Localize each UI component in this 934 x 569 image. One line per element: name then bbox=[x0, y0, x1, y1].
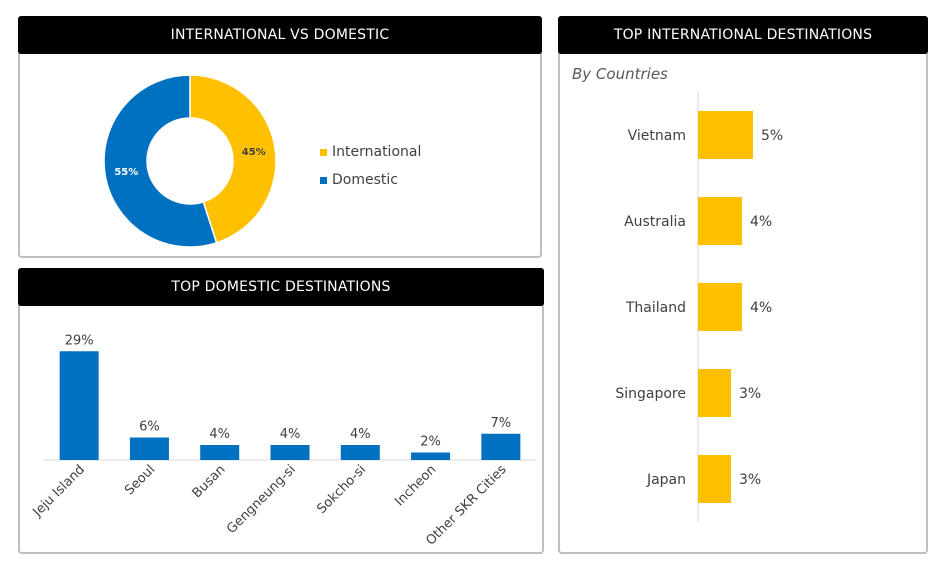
international-category-label: Vietnam bbox=[628, 128, 686, 144]
legend-swatch-international bbox=[320, 148, 327, 156]
legend-label-domestic: Domestic bbox=[332, 172, 398, 188]
domestic-data-label: 4% bbox=[280, 427, 301, 442]
domestic-category-label: Sokcho-si bbox=[314, 462, 369, 517]
domestic-data-label: 7% bbox=[491, 416, 512, 431]
international-category-label: Australia bbox=[624, 214, 686, 230]
top-international-destinations-panel: TOP INTERNATIONAL DESTINATIONS By Countr… bbox=[558, 16, 928, 554]
domestic-bar bbox=[59, 351, 99, 460]
domestic-bar bbox=[340, 445, 380, 460]
international-bar bbox=[698, 111, 753, 159]
domestic-category-label: Seoul bbox=[122, 462, 158, 498]
international-panel-title: TOP INTERNATIONAL DESTINATIONS bbox=[558, 16, 928, 54]
donut-chart: 45% 55% bbox=[103, 74, 277, 248]
legend-swatch-domestic bbox=[320, 176, 327, 184]
domestic-data-label: 6% bbox=[139, 420, 160, 435]
donut-slice-international bbox=[189, 74, 277, 244]
legend-item-domestic: Domestic bbox=[320, 166, 421, 194]
donut-data-label-domestic: 55% bbox=[114, 167, 138, 178]
domestic-data-label: 2% bbox=[420, 435, 441, 450]
international-category-label: Singapore bbox=[615, 386, 686, 402]
domestic-panel-title: TOP DOMESTIC DESTINATIONS bbox=[18, 268, 544, 306]
donut-panel-title: INTERNATIONAL VS DOMESTIC bbox=[18, 16, 542, 54]
domestic-data-label: 4% bbox=[209, 427, 230, 442]
international-bar bbox=[698, 455, 731, 503]
top-domestic-destinations-panel: TOP DOMESTIC DESTINATIONS 29% Jeju Island… bbox=[18, 268, 544, 554]
international-data-label: 3% bbox=[739, 472, 761, 488]
international-data-label: 4% bbox=[750, 300, 772, 316]
domestic-bar bbox=[200, 445, 240, 460]
domestic-bar bbox=[129, 437, 169, 460]
domestic-bar bbox=[270, 445, 310, 460]
legend-item-international: International bbox=[320, 138, 421, 166]
donut-data-label-international: 45% bbox=[242, 147, 266, 158]
international-category-label: Thailand bbox=[625, 300, 686, 316]
domestic-bar bbox=[411, 452, 451, 460]
international-bar bbox=[698, 369, 731, 417]
international-data-label: 3% bbox=[739, 386, 761, 402]
international-vs-domestic-panel: INTERNATIONAL VS DOMESTIC 45% 55% Interna… bbox=[18, 16, 542, 258]
domestic-category-label: Jeju Island bbox=[30, 462, 88, 520]
donut-legend: International Domestic bbox=[320, 138, 421, 194]
international-bar bbox=[698, 283, 742, 331]
domestic-category-label: Incheon bbox=[392, 462, 439, 509]
domestic-data-label: 4% bbox=[350, 427, 371, 442]
international-bar bbox=[698, 197, 742, 245]
domestic-data-label: 29% bbox=[65, 333, 94, 348]
domestic-bar bbox=[481, 433, 521, 460]
domestic-category-label: Gengneung-si bbox=[224, 462, 299, 537]
international-data-label: 5% bbox=[761, 128, 783, 144]
domestic-category-label: Busan bbox=[190, 462, 229, 501]
domestic-bar-chart: 29% Jeju Island 6% Seoul 4% Busan 4% Gengneung-… bbox=[30, 333, 536, 549]
donut-slice-domestic bbox=[103, 74, 218, 248]
international-panel-subtitle: By Countries bbox=[572, 65, 668, 83]
legend-label-international: International bbox=[332, 144, 422, 160]
international-data-label: 4% bbox=[750, 214, 772, 230]
international-bar-chart: Vietnam 5% Australia 4% Thailand 4% Singapore 3… bbox=[615, 92, 783, 522]
international-category-label: Japan bbox=[646, 472, 686, 488]
